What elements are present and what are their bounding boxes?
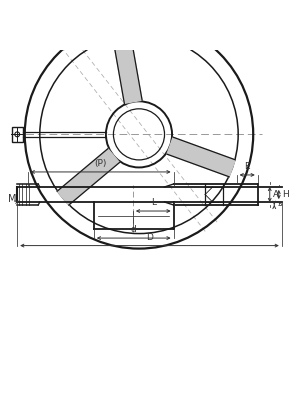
Text: L: L [151, 198, 156, 207]
Text: d: d [131, 225, 137, 235]
Text: A: A [273, 190, 279, 199]
Text: s: s [278, 199, 282, 208]
Text: E: E [244, 162, 250, 171]
Polygon shape [57, 149, 120, 205]
Text: H: H [282, 190, 289, 199]
Text: D: D [146, 233, 153, 242]
FancyBboxPatch shape [12, 127, 23, 142]
Polygon shape [167, 137, 235, 177]
Polygon shape [113, 35, 142, 103]
Text: M: M [8, 194, 17, 204]
Text: (P): (P) [95, 159, 107, 168]
